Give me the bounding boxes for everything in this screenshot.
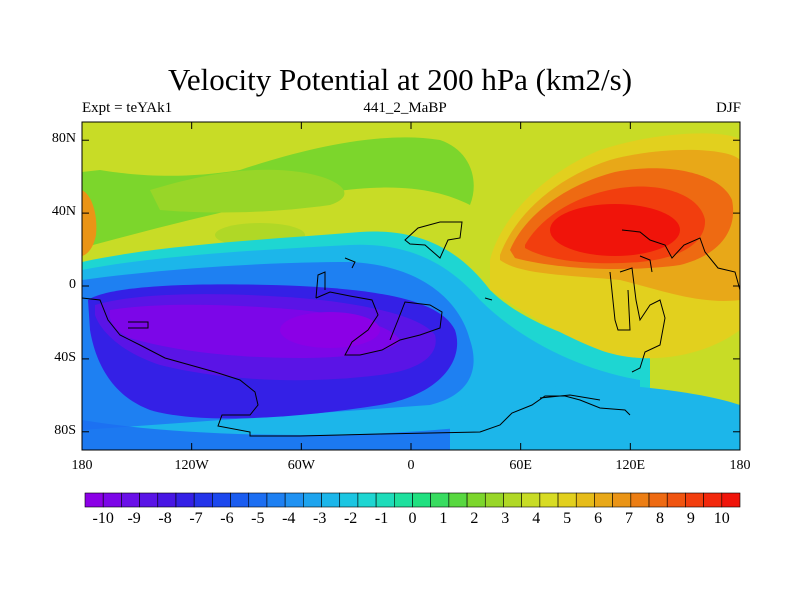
lon-tick-label: 60W [287,458,315,473]
colorbar-swatch [321,492,341,508]
coastline [128,321,149,329]
colorbar-swatch [448,492,468,508]
lon-tick-label: 180 [71,458,93,473]
colorbar-swatch [412,492,431,508]
experiment-label: Expt = teYAk1 [82,100,173,116]
colorbar-swatch [666,492,686,508]
colorbar-tick-label: 3 [501,510,510,527]
colorbar-swatch [212,492,231,508]
colorbar-swatch [303,492,322,508]
axis-ticks [81,122,741,450]
plot-title: Velocity Potential at 200 hPa (km2/s) [167,62,633,97]
colorbar-swatch [484,492,504,508]
colorbar-tick-label: -1 [374,510,389,527]
colorbar-swatch [394,492,413,508]
colorbar-tick-label: 9 [686,510,695,527]
colorbar-swatch [139,492,159,508]
colorbar-swatch [102,492,122,508]
colorbar-tick-label: -4 [282,510,296,527]
colorbar-swatch [539,492,559,508]
colorbar-swatch [84,492,104,508]
colorbar-swatch [375,492,395,508]
colorbar-swatch [594,492,613,508]
colorbar-swatch [284,492,304,508]
colorbar-tick-label: 1 [439,510,448,527]
colorbar-swatch [121,492,140,508]
colorbar-swatch [648,492,668,508]
lon-tick-label: 0 [407,458,415,473]
colorbar-tick-label: 7 [625,510,633,527]
colorbar-swatch [266,492,286,508]
colorbar-tick-label: -5 [251,510,265,527]
colorbar-swatch [193,492,213,508]
colorbar-tick-label: -2 [343,510,358,527]
contour-band [450,384,740,450]
coastline [484,297,493,301]
colorbar-tick-label: -7 [189,510,203,527]
coastlines [82,221,740,437]
lon-tick-label: 60E [509,458,532,473]
contour-field [82,122,740,450]
colorbar-swatch [721,492,741,508]
lat-tick-label: 40S [54,349,76,365]
coastline [639,255,653,273]
colorbar-swatch [230,492,250,508]
colorbar-swatch [630,492,650,508]
colorbar-swatch [557,492,577,508]
colorbar-swatch [357,492,377,508]
lat-tick-label: 0 [69,277,76,292]
coastline [315,291,443,356]
coastline [619,267,666,373]
colorbar-swatch [466,492,486,508]
contour-band [82,190,97,256]
colorbar-tick-label: 6 [594,510,603,527]
colorbar-tick-label: -10 [92,510,114,527]
contour-band [150,169,345,213]
coastline [315,271,326,299]
lat-tick-label: 80N [51,131,76,147]
colorbar-tick-label: -6 [220,510,234,527]
colorbar-swatch [175,492,195,508]
coastline [609,271,631,331]
lat-tick-label: 80S [54,422,76,438]
colorbar-tick-label: 4 [532,510,541,527]
colorbar-tick-label: 10 [713,510,730,527]
season-label: DJF [715,100,741,116]
colorbar-tick-label: 2 [470,510,479,527]
colorbar-tick-label: 5 [563,510,572,527]
lon-tick-label: 120E [615,458,646,473]
colorbar-swatch [575,492,595,508]
colorbar-swatch [339,492,359,508]
colorbar-swatch [248,492,268,508]
coastline [621,229,740,291]
lat-tick-label: 40N [51,204,76,220]
colorbar-swatch [703,492,723,508]
coastline [344,257,356,269]
colorbar-tick-label: 8 [655,510,664,527]
colorbar-tick-label: 0 [408,510,417,527]
run-id-label: 441_2_MaBP [363,100,447,116]
colorbar-tick-label: -8 [158,510,172,527]
coastline [404,221,463,259]
colorbar-swatch [612,492,632,508]
contour-band [550,204,680,256]
contour-band [280,312,380,348]
colorbar-swatch [157,492,177,508]
lon-tick-label: 120W [174,458,209,473]
colorbar-swatch [503,492,522,508]
colorbar-swatch [521,492,541,508]
coastline [539,394,601,401]
colorbar-swatch [685,492,704,508]
colorbar [84,492,741,508]
colorbar-tick-label: -9 [127,510,141,527]
colorbar-swatch [430,492,450,508]
colorbar-tick-label: -3 [313,510,327,527]
lon-tick-label: 180 [729,458,751,473]
